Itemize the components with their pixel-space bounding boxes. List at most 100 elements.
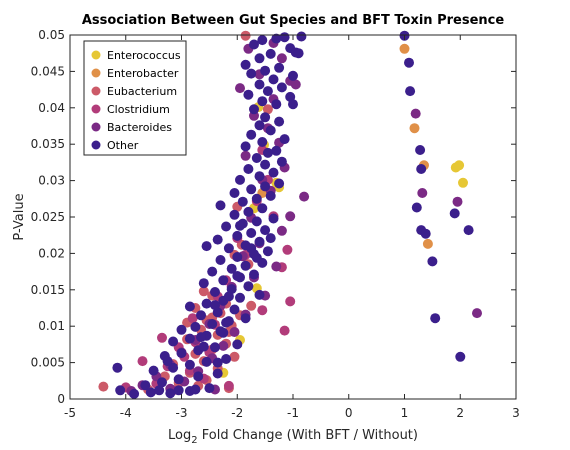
- point-clostridium: [137, 356, 148, 367]
- point-other: [196, 332, 206, 343]
- point-other: [193, 371, 204, 382]
- point-other: [221, 354, 232, 364]
- point-clostridium: [257, 305, 268, 316]
- point-other: [254, 53, 265, 64]
- point-other: [251, 193, 262, 204]
- legend-box: [83, 40, 187, 156]
- point-other: [223, 243, 234, 254]
- x-axis-label: Log2 Fold Change (With BFT / Without): [168, 428, 418, 446]
- point-bacteroides: [290, 79, 301, 90]
- point-bacteroides: [299, 191, 310, 202]
- point-other: [240, 260, 251, 271]
- point-bacteroides: [452, 196, 463, 207]
- point-other: [430, 313, 441, 324]
- point-other: [232, 339, 243, 350]
- legend-marker-bacteroides: [91, 122, 101, 132]
- x-tick-label: -2: [231, 406, 243, 420]
- legend-entry-other: Other: [91, 139, 139, 152]
- point-other: [274, 178, 285, 189]
- point-other: [265, 125, 276, 136]
- point-other: [210, 342, 220, 353]
- point-other: [173, 385, 184, 396]
- point-bacteroides: [218, 340, 229, 351]
- point-other: [168, 336, 179, 347]
- point-bacteroides: [472, 308, 482, 319]
- point-other: [257, 96, 268, 107]
- point-other: [223, 291, 234, 302]
- x-axis-label-subscript: 2: [191, 435, 197, 446]
- point-other: [184, 301, 195, 312]
- point-other: [196, 310, 206, 321]
- point-other: [145, 387, 156, 398]
- point-other: [210, 300, 220, 311]
- point-other: [449, 208, 460, 219]
- point-other: [274, 116, 285, 127]
- point-other: [265, 48, 276, 59]
- point-other: [176, 324, 187, 335]
- point-other: [215, 200, 226, 211]
- legend-label-enterococcus: Enterococcus: [107, 49, 181, 62]
- point-other: [229, 188, 240, 198]
- point-other: [162, 356, 173, 367]
- point-other: [293, 48, 304, 59]
- point-other: [237, 196, 248, 207]
- point-bacteroides: [285, 211, 296, 222]
- legend: Enterococcus Enterobacter Eubacterium Cl…: [83, 40, 187, 156]
- point-other: [268, 167, 279, 178]
- y-tick-label: 0.03: [38, 174, 65, 188]
- point-enterococcus: [454, 160, 465, 171]
- point-other: [210, 287, 220, 297]
- point-other: [154, 385, 165, 396]
- point-other: [115, 385, 126, 396]
- point-other: [249, 104, 259, 115]
- legend-marker-enterococcus: [91, 50, 101, 60]
- point-other: [262, 246, 273, 257]
- point-other: [201, 356, 212, 367]
- point-other: [235, 292, 245, 303]
- point-other: [212, 368, 223, 379]
- point-other: [257, 35, 268, 46]
- point-other: [260, 112, 271, 123]
- point-other: [274, 62, 285, 73]
- point-other: [243, 164, 254, 174]
- x-tick-label: -1: [287, 406, 299, 420]
- point-other: [254, 171, 265, 182]
- point-clostridium: [282, 244, 293, 255]
- point-other: [215, 255, 226, 265]
- point-other: [288, 99, 298, 110]
- ticks-layer: -5 -4 -3 -2 -1 0 1 2 3 0 0.005 0.01 0.015 0.02 0.025 0.…: [31, 28, 520, 420]
- point-eubacterium: [262, 104, 273, 115]
- point-bacteroides: [276, 225, 287, 236]
- point-other: [176, 348, 187, 359]
- point-bacteroides: [235, 83, 245, 94]
- point-other: [427, 256, 438, 267]
- point-other: [254, 79, 265, 90]
- point-other: [251, 252, 262, 263]
- point-other: [276, 82, 287, 93]
- x-axis-label-rest: Fold Change (With BFT / Without): [198, 428, 418, 443]
- point-bacteroides: [240, 150, 251, 161]
- y-tick-label: 0.04: [38, 101, 65, 115]
- point-bacteroides: [276, 53, 287, 64]
- point-bacteroides: [229, 327, 240, 337]
- chart-title: Association Between Gut Species and BFT …: [82, 13, 505, 28]
- point-eubacterium: [229, 351, 240, 362]
- legend-label-eubacterium: Eubacterium: [107, 85, 177, 98]
- y-tick-label: 0.025: [31, 210, 65, 224]
- point-other: [201, 241, 212, 252]
- y-axis-label: P-Value: [12, 193, 27, 240]
- legend-label-other: Other: [107, 139, 139, 152]
- legend-marker-enterobacter: [91, 68, 101, 78]
- point-other: [262, 86, 273, 97]
- x-tick-label: -3: [176, 406, 188, 420]
- point-other: [404, 57, 414, 68]
- point-other: [288, 70, 298, 81]
- point-other: [260, 181, 271, 192]
- y-tick-label: 0.05: [38, 28, 65, 42]
- point-other: [265, 233, 276, 244]
- point-other: [140, 380, 151, 391]
- legend-entry-enterococcus: Enterococcus: [91, 49, 181, 62]
- point-other: [168, 362, 179, 373]
- point-other: [254, 236, 265, 247]
